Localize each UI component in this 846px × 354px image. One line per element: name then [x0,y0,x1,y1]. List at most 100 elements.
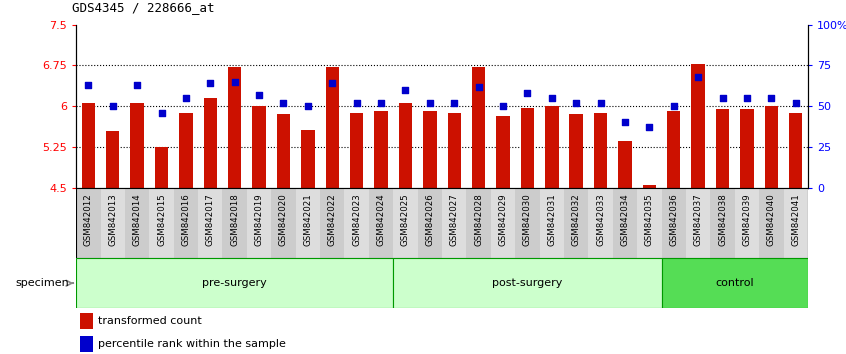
Bar [247,188,272,258]
Bar [734,188,759,258]
Point [130,82,144,88]
Text: GSM842018: GSM842018 [230,193,239,246]
Bar [686,188,711,258]
Text: GSM842017: GSM842017 [206,193,215,246]
Point [472,84,486,90]
Point [667,103,680,109]
Text: GSM842015: GSM842015 [157,193,166,246]
Text: GSM842016: GSM842016 [181,193,190,246]
Point [277,100,290,106]
Point [789,100,803,106]
Text: GSM842038: GSM842038 [718,193,727,246]
Bar [369,188,393,258]
Bar [344,188,369,258]
Point [398,87,412,93]
Point [204,81,217,86]
Text: GSM842029: GSM842029 [498,193,508,246]
Point [691,74,705,80]
Bar [198,188,222,258]
Point [423,100,437,106]
Text: GSM842013: GSM842013 [108,193,118,246]
Bar [398,103,412,188]
Bar [662,258,808,308]
Bar [765,106,778,188]
Bar [149,188,173,258]
Point [252,92,266,98]
Text: GSM842040: GSM842040 [766,193,776,246]
Bar [252,106,266,188]
Bar [716,109,729,188]
Bar [350,113,364,188]
Bar [643,185,656,188]
Text: GSM842023: GSM842023 [352,193,361,246]
Point [228,79,241,85]
Bar [545,106,558,188]
Point [106,103,119,109]
Point [618,120,632,125]
Bar [759,188,783,258]
Text: GSM842027: GSM842027 [450,193,459,246]
Bar [393,188,418,258]
Bar [569,114,583,188]
Text: GSM842014: GSM842014 [133,193,141,246]
Text: GSM842021: GSM842021 [304,193,312,246]
Bar [155,147,168,188]
Point [545,95,558,101]
Point [716,95,729,101]
Point [448,100,461,106]
Bar [423,110,437,188]
Point [326,81,339,86]
Bar [442,188,466,258]
Point [81,82,95,88]
Text: percentile rank within the sample: percentile rank within the sample [98,339,286,349]
Bar [179,113,193,188]
Text: GSM842032: GSM842032 [572,193,580,246]
Text: GSM842024: GSM842024 [376,193,386,246]
Bar [204,98,217,188]
Bar [783,188,808,258]
Bar [125,188,149,258]
Bar [173,188,198,258]
Point [643,125,656,130]
Point [569,100,583,106]
Bar [540,188,564,258]
Text: GSM842028: GSM842028 [474,193,483,246]
Text: GSM842012: GSM842012 [84,193,93,246]
Text: GDS4345 / 228666_at: GDS4345 / 228666_at [72,1,214,14]
Point [740,95,754,101]
Point [594,100,607,106]
Bar [520,108,534,188]
Bar [740,109,754,188]
Text: GSM842020: GSM842020 [279,193,288,246]
Text: GSM842036: GSM842036 [669,193,678,246]
Text: GSM842025: GSM842025 [401,193,410,246]
Text: GSM842026: GSM842026 [426,193,434,246]
Text: GSM842019: GSM842019 [255,193,264,246]
Bar [789,113,803,188]
Bar [326,67,339,188]
Text: specimen: specimen [15,278,69,288]
Bar [613,188,637,258]
Point [520,90,534,96]
Bar [228,67,241,188]
Text: GSM842022: GSM842022 [327,193,337,246]
Text: control: control [716,278,754,288]
Bar [618,142,632,188]
Bar [594,113,607,188]
Bar [277,114,290,188]
Bar [106,131,119,188]
Bar [667,110,680,188]
Bar [691,64,705,188]
Bar [301,130,315,188]
Bar [491,188,515,258]
Bar [76,258,393,308]
Text: GSM842037: GSM842037 [694,193,703,246]
Point [765,95,778,101]
Point [301,103,315,109]
Bar [81,103,95,188]
Bar [272,188,296,258]
Text: GSM842030: GSM842030 [523,193,532,246]
Text: GSM842031: GSM842031 [547,193,557,246]
Bar [588,188,613,258]
Point [179,95,193,101]
